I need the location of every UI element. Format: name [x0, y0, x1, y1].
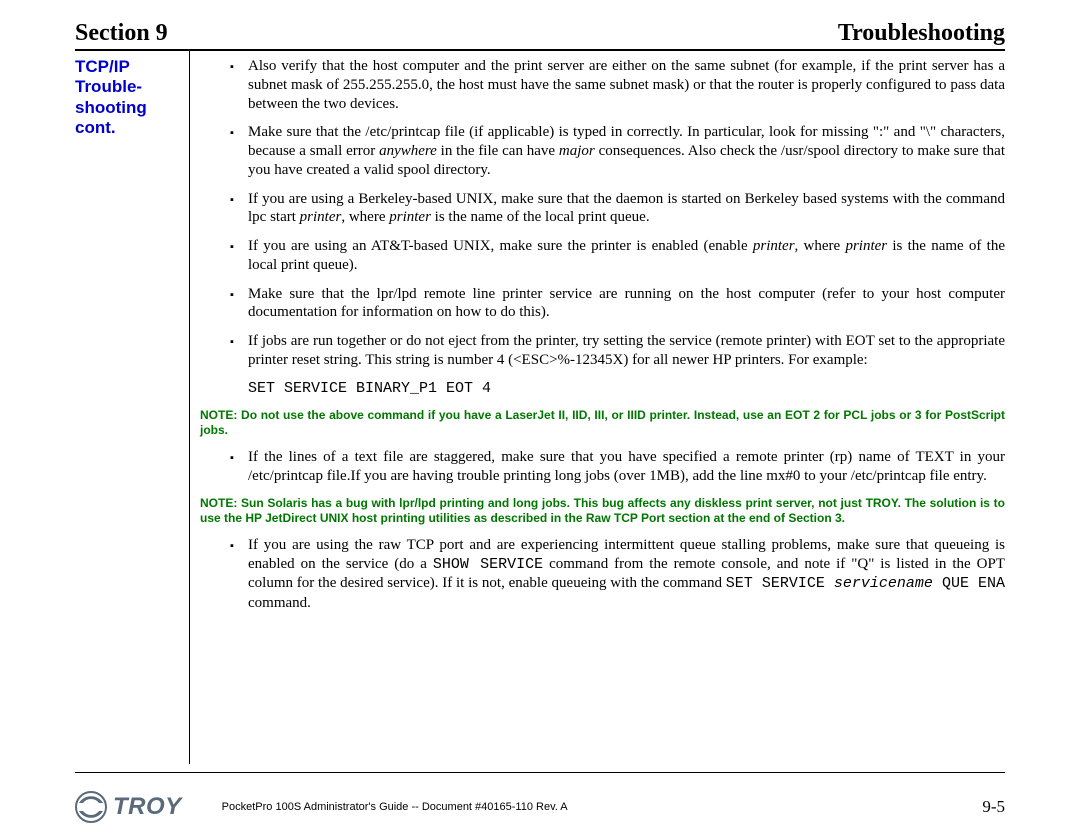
body-area: TCP/IP Trouble- shooting cont. Also veri…	[75, 51, 1005, 764]
page-footer: TROY PocketPro 100S Administrator's Guid…	[75, 772, 1005, 834]
italic-text: printer	[389, 209, 431, 225]
sidebar-line3: shooting	[75, 98, 147, 117]
bullet-item: If jobs are run together or do not eject…	[248, 332, 1005, 370]
sidebar-line4: cont.	[75, 118, 116, 137]
note-text: NOTE: Do not use the above command if yo…	[200, 408, 1005, 438]
code-inline: SET SERVICE	[726, 575, 834, 592]
code-inline: SHOW SERVICE	[433, 556, 543, 573]
bullet-list: If you are using the raw TCP port and ar…	[200, 536, 1005, 613]
content-area: Also verify that the host computer and t…	[190, 51, 1005, 764]
italic-text: anywhere	[379, 143, 437, 159]
bullet-item: Make sure that the /etc/printcap file (i…	[248, 123, 1005, 179]
italic-text: printer	[300, 209, 342, 225]
bullet-item: If the lines of a text file are staggere…	[248, 448, 1005, 486]
section-label: Section 9	[75, 20, 168, 47]
sidebar-line2: Trouble-	[75, 77, 142, 96]
bullet-text: is the name of the local print queue.	[431, 209, 650, 225]
bullet-text: in the file can have	[437, 143, 559, 159]
bullet-list: Also verify that the host computer and t…	[200, 57, 1005, 370]
footer-doc-info: PocketPro 100S Administrator's Guide -- …	[182, 801, 983, 813]
page-header: Section 9 Troubleshooting	[75, 20, 1005, 51]
note-text: NOTE: Sun Solaris has a bug with lpr/lpd…	[200, 496, 1005, 526]
sidebar: TCP/IP Trouble- shooting cont.	[75, 51, 190, 764]
bullet-text: , where	[341, 209, 389, 225]
sidebar-line1: TCP/IP	[75, 57, 130, 76]
italic-text: printer	[845, 238, 887, 254]
logo-icon	[75, 791, 107, 823]
logo: TROY	[75, 791, 182, 823]
page-number: 9-5	[982, 797, 1005, 817]
bullet-text: If jobs are run together or do not eject…	[248, 333, 1005, 368]
bullet-text: , where	[795, 238, 846, 254]
code-inline: QUE ENA	[933, 575, 1005, 592]
bullet-text: command.	[248, 595, 311, 611]
bullet-text: If the lines of a text file are staggere…	[248, 449, 1005, 484]
code-block: SET SERVICE BINARY_P1 EOT 4	[248, 380, 1005, 399]
bullet-item: If you are using the raw TCP port and ar…	[248, 536, 1005, 613]
italic-text: printer	[753, 238, 795, 254]
sidebar-title: TCP/IP Trouble- shooting cont.	[75, 57, 181, 139]
bullet-text: Also verify that the host computer and t…	[248, 58, 1005, 112]
italic-text: major	[559, 143, 595, 159]
bullet-text: If you are using an AT&T-based UNIX, mak…	[248, 238, 753, 254]
bullet-item: If you are using an AT&T-based UNIX, mak…	[248, 237, 1005, 275]
logo-text: TROY	[113, 793, 182, 821]
bullet-item: Also verify that the host computer and t…	[248, 57, 1005, 113]
bullet-text: Make sure that the lpr/lpd remote line p…	[248, 286, 1005, 321]
bullet-list: If the lines of a text file are staggere…	[200, 448, 1005, 486]
code-inline-italic: servicename	[834, 575, 933, 592]
bullet-item: If you are using a Berkeley-based UNIX, …	[248, 190, 1005, 228]
chapter-title: Troubleshooting	[838, 20, 1005, 47]
bullet-item: Make sure that the lpr/lpd remote line p…	[248, 285, 1005, 323]
